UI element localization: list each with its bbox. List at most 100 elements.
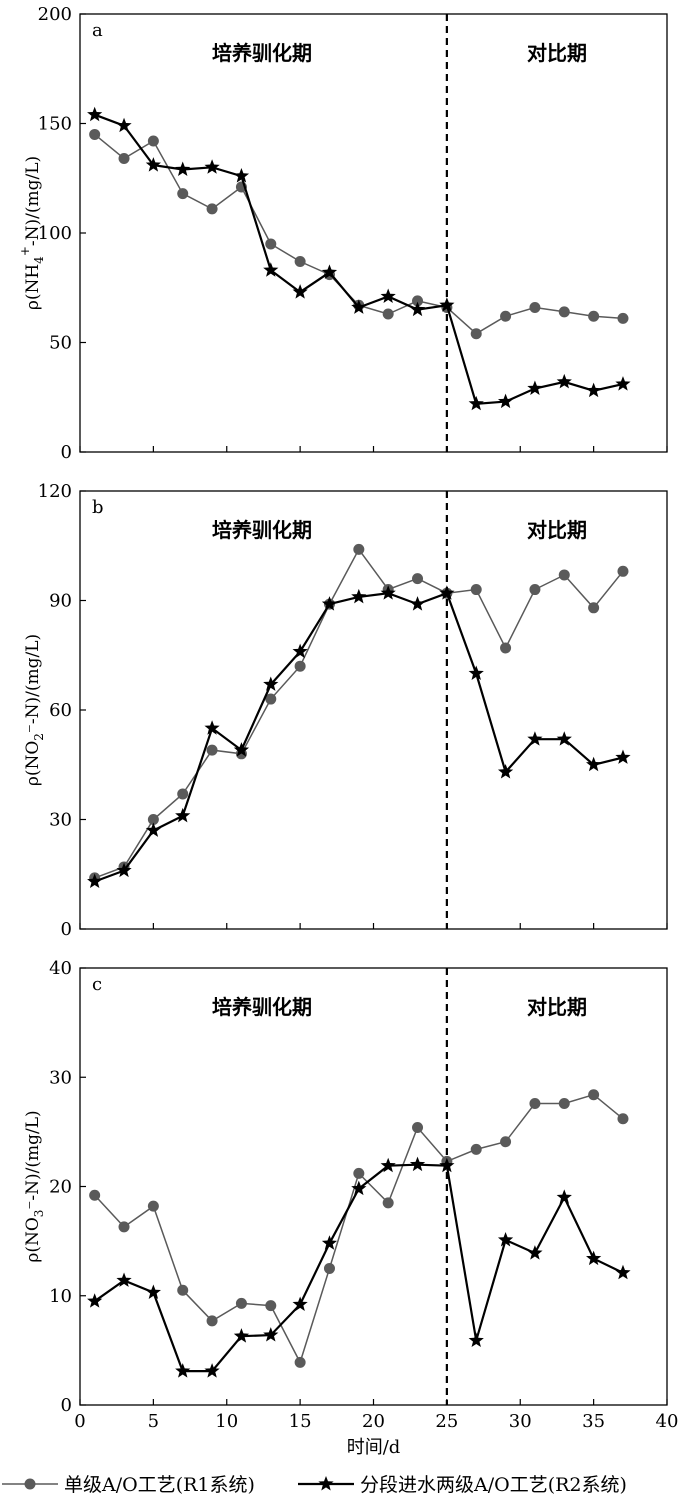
data-point (468, 1332, 484, 1348)
data-point (439, 1157, 455, 1173)
data-point (615, 749, 631, 764)
data-point (89, 128, 101, 140)
x-tick-label: 10 (215, 1411, 238, 1432)
data-point (89, 1189, 101, 1201)
data-point (500, 1136, 512, 1148)
panel-b: 0 30 60 90 120 ρ(NO2⁻-N)/(mg/L) b 培养驯化期 对比期 (23, 481, 668, 940)
y-tick-label: 30 (49, 1067, 72, 1088)
data-point (294, 1356, 306, 1368)
y-tick-label: 120 (38, 481, 72, 502)
data-point (233, 1328, 250, 1343)
data-point (116, 117, 132, 133)
y-axis-label: ρ(NH4+-N)/(mg/L) (18, 156, 46, 310)
phase-label: 对比期 (527, 995, 587, 1019)
y-tick-label: 20 (49, 1177, 72, 1198)
x-axis-label: 时间/d (347, 1437, 401, 1458)
x-tick-label: 40 (656, 1411, 679, 1432)
data-point (265, 238, 277, 250)
legend-item-r2: 分段进水两级A/O工艺(R2系统) (298, 1474, 627, 1496)
data-point (292, 1296, 308, 1311)
data-point (497, 764, 514, 779)
data-point (177, 188, 189, 200)
data-point (412, 573, 424, 585)
data-point (586, 1250, 602, 1266)
data-point (177, 788, 189, 800)
data-point (527, 380, 543, 395)
data-point (497, 1232, 514, 1247)
data-point (556, 1189, 572, 1204)
data-point (558, 1097, 570, 1109)
data-point (87, 1293, 103, 1308)
data-point (558, 306, 570, 318)
legend-item-r1: 单级A/O工艺(R1系统) (2, 1474, 255, 1496)
data-point (468, 665, 484, 680)
y-tick-label: 10 (49, 1286, 72, 1307)
y-tick-label: 0 (61, 919, 72, 940)
data-point (233, 168, 250, 183)
data-point (265, 1300, 277, 1312)
phase-label: 培养驯化期 (212, 518, 312, 542)
legend-label: 单级A/O工艺(R1系统) (64, 1474, 255, 1496)
legend-marker (318, 1476, 334, 1491)
data-point (147, 135, 159, 147)
data-point (321, 1235, 338, 1250)
data-point (617, 312, 629, 324)
y-tick-label: 50 (49, 333, 72, 354)
data-point (292, 284, 308, 299)
data-point (235, 1297, 247, 1309)
y-axis-label: ρ(NO2⁻-N)/(mg/L) (23, 634, 46, 786)
data-point (294, 255, 306, 267)
series-r2 (87, 585, 631, 889)
y-tick-label: 90 (49, 591, 72, 612)
data-point (588, 310, 600, 322)
data-point (204, 159, 220, 174)
data-point (500, 642, 512, 654)
data-point (412, 1122, 424, 1134)
data-point (409, 596, 426, 611)
data-point (380, 585, 396, 600)
data-point (147, 1200, 159, 1212)
x-tick-label: 35 (582, 1411, 605, 1432)
data-point (500, 310, 512, 322)
phase-label: 对比期 (527, 41, 587, 65)
data-point (263, 1327, 279, 1342)
data-point (175, 807, 191, 823)
data-point (529, 301, 541, 313)
data-point (497, 393, 514, 409)
data-point (556, 373, 572, 389)
series-line (94, 113, 624, 405)
data-point (177, 1284, 189, 1296)
data-point (382, 308, 394, 320)
y-tick-label: 30 (49, 810, 72, 831)
data-point (206, 744, 218, 756)
data-point (439, 297, 455, 312)
y-tick-label: 100 (38, 223, 72, 244)
x-tick-label: 0 (74, 1411, 85, 1432)
data-point (233, 742, 250, 757)
data-point (351, 1180, 367, 1196)
data-point (439, 585, 455, 600)
data-point (615, 1264, 631, 1280)
data-point (175, 161, 191, 176)
series-r2 (87, 1156, 631, 1378)
data-point (412, 295, 424, 307)
data-point (118, 1221, 130, 1233)
data-point (145, 157, 161, 172)
data-point (380, 1157, 396, 1173)
data-point (206, 203, 218, 215)
data-point (265, 693, 277, 705)
data-point (116, 1272, 132, 1287)
y-tick-label: 150 (38, 114, 72, 135)
x-tick-label: 20 (362, 1411, 385, 1432)
data-point (470, 328, 482, 340)
data-point (351, 588, 367, 604)
data-point (175, 1363, 191, 1378)
data-point (588, 1089, 600, 1101)
legend-marker (24, 1478, 36, 1490)
series-r2 (87, 106, 631, 411)
legend-label: 分段进水两级A/O工艺(R2系统) (360, 1474, 627, 1496)
panel-letter: a (92, 20, 103, 41)
data-point (353, 1167, 365, 1179)
